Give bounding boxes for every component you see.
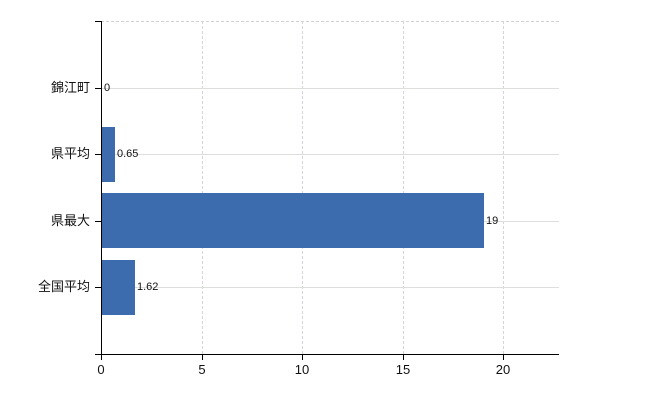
x-axis-tick xyxy=(202,354,203,360)
category-label-錦江町: 錦江町 xyxy=(50,80,90,95)
gridline-horizontal xyxy=(101,154,559,155)
x-tick-label-5: 5 xyxy=(198,362,206,377)
x-tick-label-0: 0 xyxy=(97,362,105,377)
bar-県最大 xyxy=(102,193,484,248)
y-axis-top-tick xyxy=(95,21,101,22)
bar-value-label: 1.62 xyxy=(137,281,159,293)
x-axis-line xyxy=(95,354,559,355)
x-axis-tick xyxy=(403,354,404,360)
category-label-県平均: 県平均 xyxy=(50,146,90,161)
x-tick-label-15: 15 xyxy=(395,362,411,377)
bar-県平均 xyxy=(102,127,115,182)
category-label-県最大: 県最大 xyxy=(50,213,90,228)
gridline-vertical xyxy=(503,21,504,354)
x-tick-label-20: 20 xyxy=(495,362,511,377)
category-label-全国平均: 全国平均 xyxy=(37,279,90,294)
x-axis-tick xyxy=(503,354,504,360)
gridline-horizontal xyxy=(101,88,559,89)
y-axis-tick xyxy=(95,287,101,288)
y-axis-tick xyxy=(95,221,101,222)
bar-value-label: 19 xyxy=(486,215,499,227)
plot-area: 0 0.65 19 1.62 xyxy=(101,21,559,354)
x-axis-tick xyxy=(302,354,303,360)
y-axis-tick xyxy=(95,88,101,89)
plot-top-border xyxy=(101,21,559,22)
x-tick-label-10: 10 xyxy=(294,362,310,377)
gridline-vertical xyxy=(403,21,404,354)
y-axis-tick xyxy=(95,154,101,155)
gridline-horizontal xyxy=(101,287,559,288)
bar-value-label: 0.65 xyxy=(117,148,139,160)
bar-全国平均 xyxy=(102,260,135,315)
x-axis-tick xyxy=(101,354,102,360)
gridline-vertical xyxy=(202,21,203,354)
bar-value-label: 0 xyxy=(104,82,111,94)
y-axis-line xyxy=(101,21,102,360)
gridline-vertical xyxy=(302,21,303,354)
